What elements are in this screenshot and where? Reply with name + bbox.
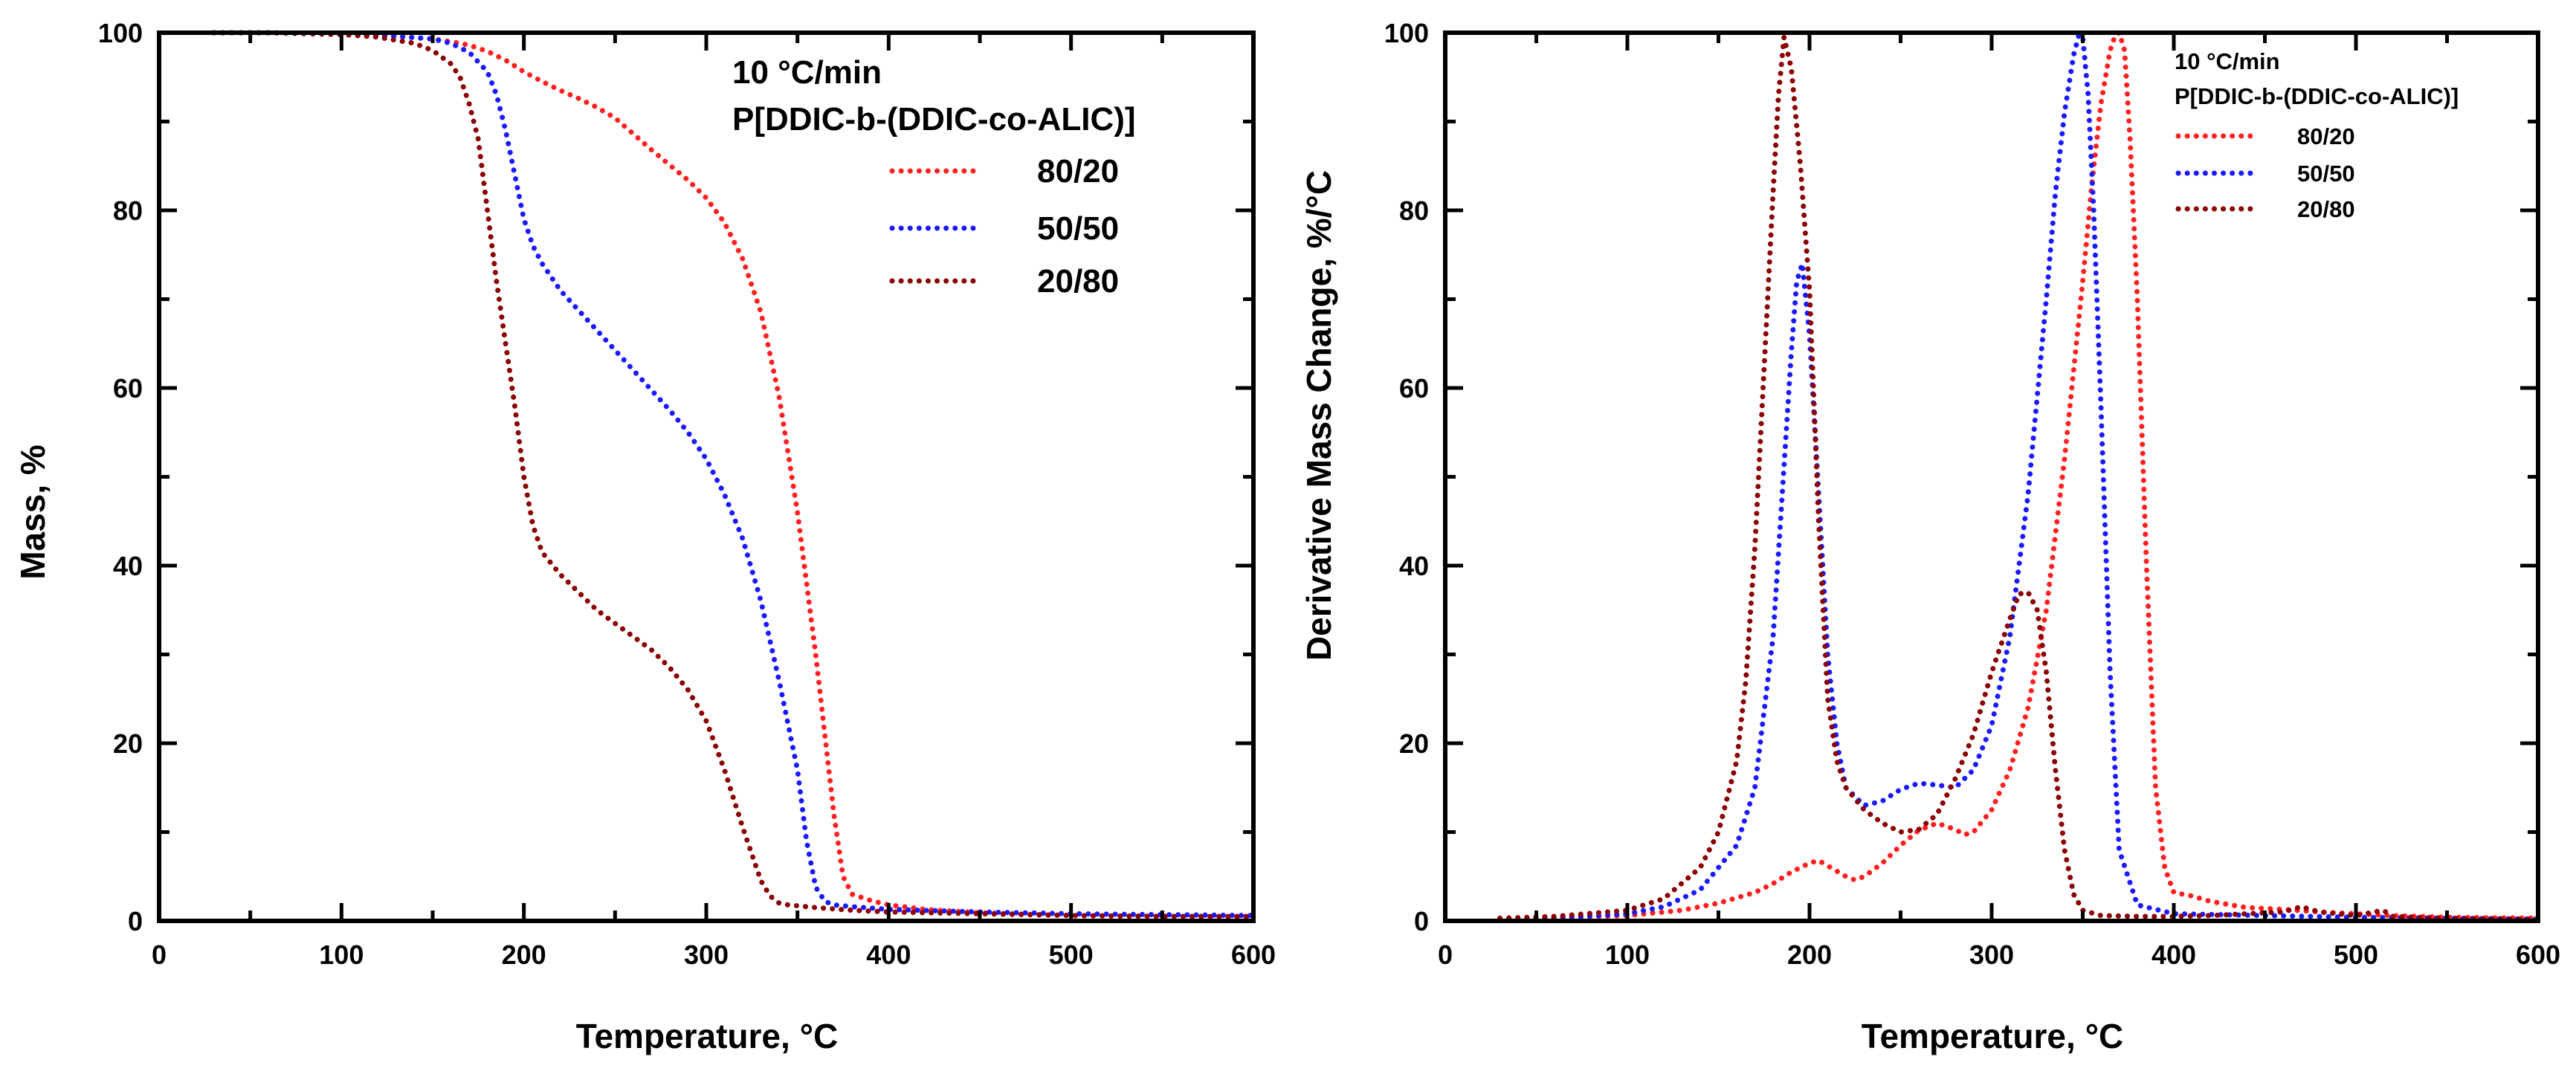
derivative-x-tick-label: 0: [1438, 939, 1453, 970]
derivative-series-20-80: [1497, 34, 2541, 922]
derivative-legend-label-20-80: 20/80: [2297, 196, 2355, 222]
mass-x-tick-label: 400: [866, 939, 911, 970]
derivative-x-tick-label: 400: [2151, 939, 2196, 970]
derivative-y-tick-label: 80: [1399, 195, 1429, 226]
mass-x-axis-title: Temperature, °C: [576, 1017, 838, 1055]
mass-y-tick-label: 0: [128, 906, 143, 936]
mass-x-tick-label: 200: [502, 939, 546, 970]
mass-series-20-80: [211, 30, 1256, 919]
derivative-x-tick-label: 500: [2334, 939, 2378, 970]
derivative-chart: 0 100 200 300 400 500 600 0 20 40 60 80 100 Temperat…: [1300, 18, 2560, 1055]
derivative-series-80-20: [1497, 30, 2541, 922]
derivative-ticks: 0 100 200 300 400 500 600 0 20 40 60 80 100: [1384, 18, 2560, 970]
mass-legend-label-20-80: 20/80: [1037, 263, 1119, 300]
mass-legend-polymer: P[DDIC-b-(DDIC-co-ALIC)]: [732, 101, 1136, 138]
derivative-x-tick-label: 100: [1605, 939, 1650, 970]
mass-y-tick-label: 100: [98, 18, 143, 48]
mass-y-tick-label: 80: [113, 195, 143, 226]
mass-series-80-20: [211, 30, 1256, 920]
mass-legend-label-80-20: 80/20: [1037, 153, 1119, 190]
derivative-y-tick-label: 100: [1384, 18, 1429, 48]
derivative-x-tick-label: 600: [2516, 939, 2560, 970]
mass-y-axis-title: Mass, %: [13, 444, 52, 580]
mass-plot-frame: [157, 30, 1256, 923]
derivative-legend-label-80-20: 80/20: [2297, 123, 2355, 149]
derivative-y-tick-label: 60: [1399, 373, 1429, 404]
mass-x-tick-label: 500: [1049, 939, 1094, 970]
mass-legend-rate: 10 °C/min: [732, 54, 882, 91]
mass-chart: 0 100 200 300 400 500 600 0 20 40 60 80 100 Temperat…: [13, 18, 1276, 1055]
derivative-y-tick-label: 40: [1399, 551, 1429, 581]
derivative-series-layer: [1497, 30, 2541, 922]
derivative-y-tick-label: 0: [1414, 906, 1429, 936]
derivative-series-50-50: [1497, 31, 2541, 922]
derivative-x-tick-label: 300: [1969, 939, 2014, 970]
mass-series-layer: [211, 30, 1256, 920]
derivative-plot-frame: [1443, 30, 2540, 923]
derivative-legend-label-50-50: 50/50: [2297, 161, 2355, 187]
mass-legend-label-50-50: 50/50: [1037, 210, 1119, 247]
derivative-x-tick-label: 200: [1787, 939, 1832, 970]
mass-y-tick-label: 60: [113, 373, 143, 404]
mass-series-50-50: [211, 30, 1256, 919]
derivative-legend: 10 °C/min P[DDIC-b-(DDIC-co-ALIC)] 80/20…: [2175, 48, 2459, 222]
mass-x-tick-label: 300: [684, 939, 729, 970]
derivative-y-axis-title: Derivative Mass Change, %/°C: [1300, 170, 1338, 661]
derivative-legend-polymer: P[DDIC-b-(DDIC-co-ALIC)]: [2175, 83, 2459, 109]
mass-x-tick-label: 600: [1231, 939, 1276, 970]
mass-ticks: 0 100 200 300 400 500 600 0 20 40 60 80 100: [98, 18, 1276, 970]
derivative-legend-rate: 10 °C/min: [2175, 48, 2280, 74]
mass-x-tick-label: 0: [152, 939, 167, 970]
mass-y-tick-label: 40: [113, 551, 143, 581]
derivative-x-axis-title: Temperature, °C: [1862, 1017, 2123, 1055]
mass-legend: 10 °C/min P[DDIC-b-(DDIC-co-ALIC)] 80/20…: [732, 54, 1136, 300]
mass-x-tick-label: 100: [319, 939, 364, 970]
mass-y-tick-label: 20: [113, 728, 143, 759]
derivative-y-tick-label: 20: [1399, 728, 1429, 759]
